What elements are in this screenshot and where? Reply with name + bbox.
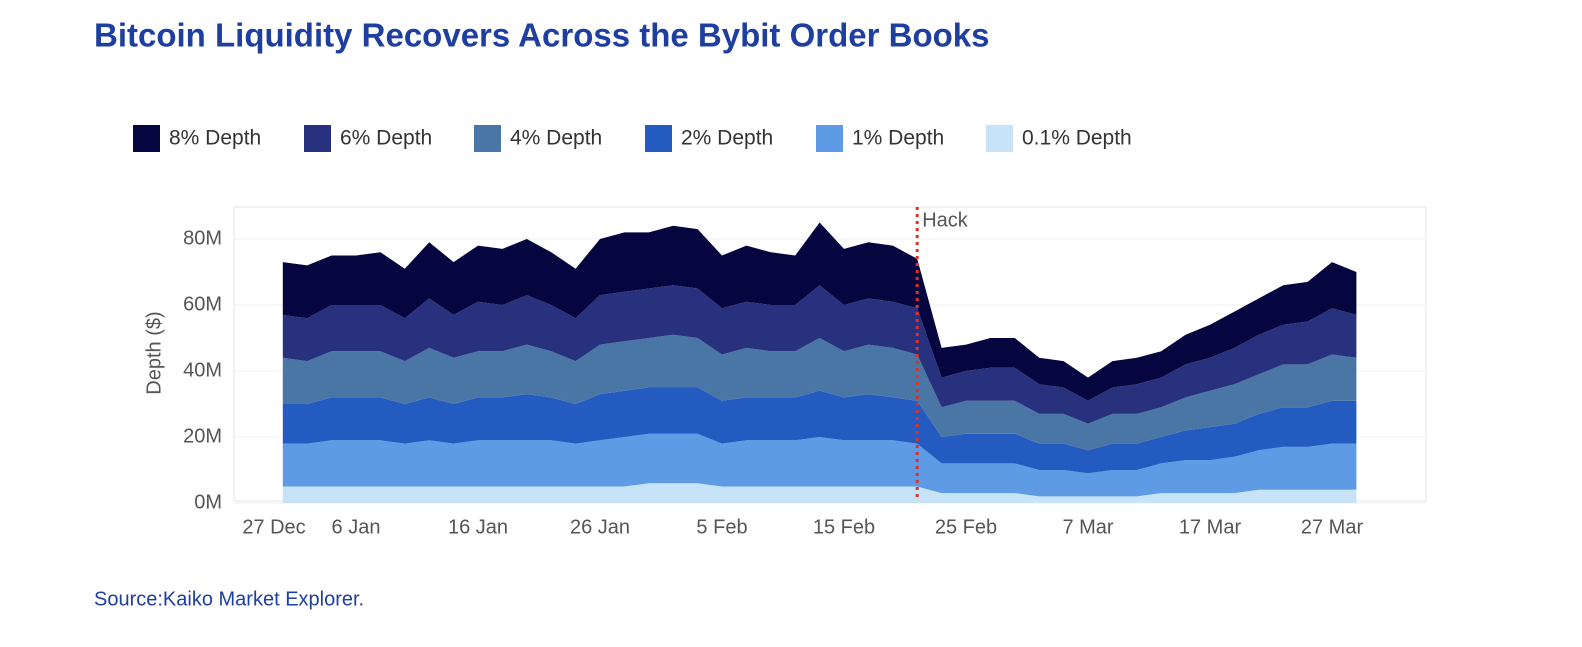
y-tick-label: 60M bbox=[183, 293, 222, 315]
x-tick-label: 7 Mar bbox=[1062, 516, 1113, 538]
x-tick-label: 5 Feb bbox=[696, 516, 747, 538]
legend-label: 2% Depth bbox=[681, 127, 773, 150]
chart-title: Bitcoin Liquidity Recovers Across the By… bbox=[94, 17, 989, 54]
legend-swatch bbox=[304, 125, 331, 152]
legend-swatch bbox=[133, 125, 160, 152]
legend-swatch bbox=[986, 125, 1013, 152]
x-tick-label: 27 Dec bbox=[242, 516, 305, 538]
legend-swatch bbox=[474, 125, 501, 152]
y-axis-label: Depth ($) bbox=[143, 311, 165, 394]
area bbox=[282, 285, 1357, 424]
y-tick-label: 40M bbox=[183, 359, 222, 381]
area bbox=[282, 483, 1357, 503]
x-tick-label: 16 Jan bbox=[448, 516, 508, 538]
x-tick-label: 26 Jan bbox=[570, 516, 630, 538]
legend-label: 8% Depth bbox=[169, 127, 261, 150]
x-tick-label: 15 Feb bbox=[813, 516, 875, 538]
legend-label: 1% Depth bbox=[852, 127, 944, 150]
legend-swatch bbox=[645, 125, 672, 152]
legend-label: 6% Depth bbox=[340, 127, 432, 150]
legend-label: 4% Depth bbox=[510, 127, 602, 150]
legend-label: 0.1% Depth bbox=[1022, 127, 1132, 150]
x-tick-label: 25 Feb bbox=[935, 516, 997, 538]
y-tick-label: 20M bbox=[183, 425, 222, 447]
area bbox=[282, 334, 1357, 451]
x-tick-label: 6 Jan bbox=[332, 516, 381, 538]
x-tick-label: 27 Mar bbox=[1301, 516, 1364, 538]
y-tick-label: 80M bbox=[183, 227, 222, 249]
source-note: Source:Kaiko Market Explorer. bbox=[94, 588, 364, 610]
area bbox=[282, 433, 1357, 497]
area bbox=[282, 222, 1357, 401]
annotation: Hack bbox=[922, 209, 969, 231]
y-tick-label: 0M bbox=[194, 491, 222, 513]
legend-swatch bbox=[816, 125, 843, 152]
x-tick-label: 17 Mar bbox=[1179, 516, 1242, 538]
area bbox=[282, 387, 1357, 474]
